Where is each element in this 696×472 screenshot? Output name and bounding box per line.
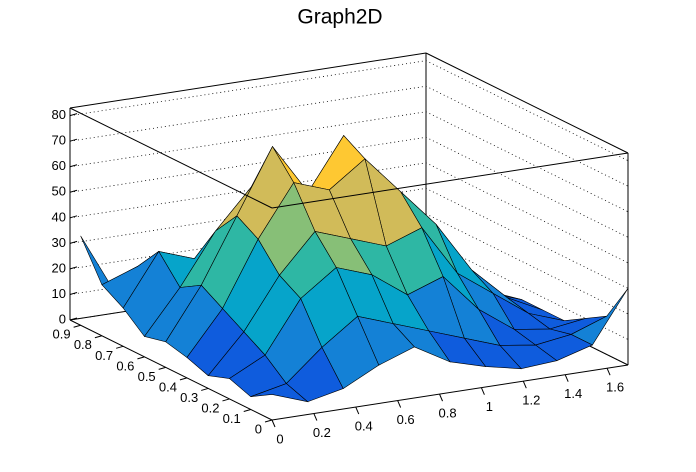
grid-line [69,111,629,213]
y-tick-label: 0.9 [53,327,71,342]
z-tick-label: 70 [52,133,66,148]
z-tick [69,189,78,193]
x-tick [606,368,611,376]
x-tick [522,380,527,389]
axis-line [69,319,273,421]
y-tick [137,356,145,360]
x-tick-label: 1 [486,399,493,414]
x-tick [480,387,485,395]
y-tick [158,366,166,370]
z-tick-label: 0 [59,311,66,326]
z-tick-label: 60 [52,158,66,173]
x-tick-label: 0.4 [355,418,373,433]
y-tick [73,324,81,328]
grid-line [69,162,629,264]
z-tick [69,164,78,168]
z-tick-label: 20 [52,260,66,275]
y-tick-label: 0.5 [138,369,156,384]
x-tick [397,400,402,408]
y-tick-label: 0.3 [180,390,198,405]
z-tick [69,317,78,321]
z-tick [69,113,78,117]
x-tick-label: 0.8 [438,406,456,421]
y-tick [94,335,103,339]
z-tick [69,240,78,244]
grid-line [69,85,629,187]
y-tick [201,387,209,391]
chart-title: Graph2D [297,6,382,29]
x-tick [564,374,569,382]
x-tick [355,406,360,415]
grid-line [69,187,629,289]
y-tick-label: 0.4 [159,379,177,394]
x-tick-label: 0 [276,431,283,446]
z-tick [69,215,78,219]
x-tick-label: 1.2 [522,393,540,408]
box-edge [69,107,273,209]
z-tick-label: 30 [52,235,66,250]
surface-cell [250,383,309,403]
z-tick [69,266,78,270]
x-tick [271,419,276,428]
x-tick-label: 0.2 [313,425,331,440]
y-tick [116,345,124,349]
grid-line [69,136,629,238]
y-tick-label: 0.2 [201,400,219,415]
z-tick-label: 40 [52,209,66,224]
y-tick [222,398,230,402]
z-tick-label: 50 [52,184,66,199]
axis-line [271,364,629,421]
y-tick [264,419,273,423]
z-tick-label: 80 [52,107,66,122]
y-tick-label: 0 [255,421,262,436]
z-tick [69,291,78,295]
y-tick [243,408,251,412]
z-tick-label: 10 [52,286,66,301]
box-edge [271,152,629,209]
box-edge [425,52,629,154]
y-tick-label: 0.6 [116,358,134,373]
grid-line [69,60,629,162]
x-tick [439,393,443,402]
x-tick-label: 1.4 [564,386,582,401]
box-edge [69,52,427,109]
y-tick-label: 0.8 [74,337,92,352]
x-tick-label: 1.6 [606,380,624,395]
y-tick-label: 0.1 [223,411,241,426]
z-tick [69,138,78,142]
grid-line [69,213,629,315]
x-tick [313,413,318,421]
y-tick-label: 0.7 [95,348,113,363]
y-tick [179,377,188,381]
x-tick-label: 0.6 [397,412,415,427]
